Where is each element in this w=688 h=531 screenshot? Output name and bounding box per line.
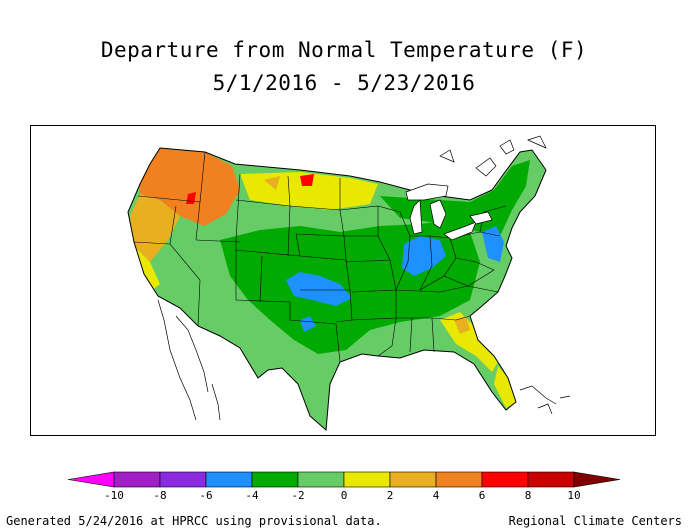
colorbar-bin bbox=[527, 471, 575, 488]
colorbar-tick-label: -8 bbox=[153, 489, 166, 502]
colorbar-bin bbox=[67, 471, 115, 488]
colorbar-bin bbox=[389, 471, 437, 488]
colorbar-tick-label: 6 bbox=[479, 489, 486, 502]
colorbar-bin bbox=[481, 471, 529, 488]
colorbar-tick-label: 10 bbox=[567, 489, 580, 502]
colorbar-bin bbox=[205, 471, 253, 488]
colorbar-tick-label: -2 bbox=[291, 489, 304, 502]
temperature-colorbar: -10 -8 -6 -4 -2 0 2 4 6 8 10 bbox=[67, 471, 621, 502]
map-title: Departure from Normal Temperature (F) bbox=[100, 38, 588, 62]
great-lakes-and-canada-coast bbox=[405, 135, 547, 241]
colorbar-bin bbox=[113, 471, 161, 488]
temperature-departure-map bbox=[127, 135, 571, 432]
mexico-and-islands-coast bbox=[157, 299, 571, 421]
colorbar-tick-label: 8 bbox=[525, 489, 532, 502]
colorbar-bin bbox=[159, 471, 207, 488]
colorbar-bin bbox=[343, 471, 391, 488]
colorbar-bin bbox=[573, 471, 621, 488]
colorbar-tick-label: 4 bbox=[433, 489, 440, 502]
state-borders bbox=[127, 147, 547, 432]
colorbar-tick-label: -6 bbox=[199, 489, 212, 502]
generation-note: Generated 5/24/2016 at HPRCC using provi… bbox=[6, 514, 382, 528]
colorbar-bin bbox=[251, 471, 299, 488]
colorbar-bin bbox=[297, 471, 345, 488]
colorbar-tick-label: -10 bbox=[104, 489, 124, 502]
map-date-range: 5/1/2016 - 5/23/2016 bbox=[212, 71, 476, 95]
colorbar-tick-label: 0 bbox=[341, 489, 348, 502]
colorbar-tick-label: 2 bbox=[387, 489, 394, 502]
colorbar-bin bbox=[435, 471, 483, 488]
source-credit: Regional Climate Centers bbox=[508, 514, 682, 528]
colorbar-tick-label: -4 bbox=[245, 489, 259, 502]
